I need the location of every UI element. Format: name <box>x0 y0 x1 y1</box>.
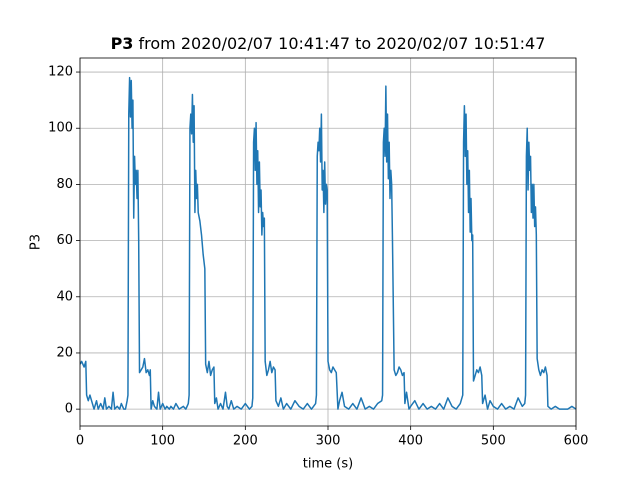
y-tick-label: 80 <box>56 177 73 192</box>
title-rest: from 2020/02/07 10:41:47 to 2020/02/07 1… <box>139 34 546 53</box>
chart-title: P3 from 2020/02/07 10:41:47 to 2020/02/0… <box>111 34 546 53</box>
y-tick-label: 40 <box>56 289 73 304</box>
data-line <box>80 76 576 410</box>
title-bold: P3 <box>111 34 134 53</box>
x-tick-label: 600 <box>564 434 589 449</box>
y-axis-label: P3 <box>29 234 44 250</box>
grid <box>79 58 577 426</box>
y-tick-label: 0 <box>65 402 73 417</box>
y-tick-label: 100 <box>48 121 73 136</box>
y-tick-label: 20 <box>56 345 73 360</box>
x-tick-label: 400 <box>398 434 423 449</box>
x-axis-label: time (s) <box>303 457 353 472</box>
ticks: 0 100 200 300 400 500 600 0 20 40 60 80 100 120 <box>48 65 588 449</box>
y-tick-label: 120 <box>48 65 73 80</box>
y-tick-label: 60 <box>56 233 73 248</box>
x-tick-label: 500 <box>481 434 506 449</box>
x-tick-label: 300 <box>316 434 341 449</box>
x-tick-label: 0 <box>76 434 84 449</box>
plot-area <box>80 76 576 410</box>
x-tick-label: 100 <box>150 434 175 449</box>
x-tick-label: 200 <box>233 434 258 449</box>
